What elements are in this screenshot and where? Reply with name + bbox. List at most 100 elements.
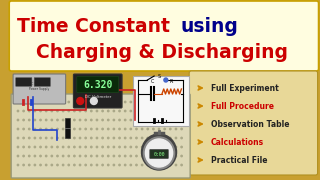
FancyBboxPatch shape	[77, 76, 119, 93]
Circle shape	[158, 155, 160, 157]
Circle shape	[113, 119, 115, 121]
Circle shape	[175, 146, 177, 148]
FancyBboxPatch shape	[189, 71, 318, 175]
Circle shape	[158, 101, 160, 103]
Circle shape	[147, 128, 148, 130]
Circle shape	[130, 155, 132, 157]
Circle shape	[85, 146, 86, 148]
Circle shape	[79, 155, 81, 157]
Circle shape	[68, 146, 69, 148]
Circle shape	[102, 164, 103, 166]
Circle shape	[158, 119, 160, 121]
Circle shape	[40, 119, 41, 121]
Circle shape	[23, 110, 24, 112]
Circle shape	[28, 155, 30, 157]
Circle shape	[158, 164, 160, 166]
Circle shape	[62, 164, 64, 166]
Circle shape	[40, 155, 41, 157]
Circle shape	[34, 155, 36, 157]
Circle shape	[153, 146, 154, 148]
Circle shape	[40, 137, 41, 139]
Circle shape	[96, 146, 98, 148]
Circle shape	[119, 128, 120, 130]
Circle shape	[181, 110, 182, 112]
Circle shape	[164, 164, 165, 166]
Circle shape	[130, 137, 132, 139]
Circle shape	[45, 110, 47, 112]
Circle shape	[170, 110, 171, 112]
Circle shape	[102, 119, 103, 121]
Circle shape	[23, 101, 24, 103]
Circle shape	[96, 164, 98, 166]
FancyBboxPatch shape	[73, 74, 122, 108]
Circle shape	[113, 101, 115, 103]
Circle shape	[57, 146, 58, 148]
Circle shape	[40, 128, 41, 130]
Circle shape	[79, 128, 81, 130]
FancyBboxPatch shape	[133, 76, 189, 126]
Circle shape	[158, 128, 160, 130]
Circle shape	[153, 128, 154, 130]
Text: DC Voltmeter: DC Voltmeter	[84, 95, 111, 99]
Circle shape	[74, 164, 75, 166]
Circle shape	[108, 110, 109, 112]
Circle shape	[113, 164, 115, 166]
FancyBboxPatch shape	[9, 1, 319, 71]
Circle shape	[51, 110, 52, 112]
Circle shape	[17, 155, 19, 157]
Circle shape	[164, 128, 165, 130]
Circle shape	[141, 101, 143, 103]
Text: 6.320: 6.320	[83, 80, 112, 90]
FancyBboxPatch shape	[13, 74, 66, 104]
FancyArrowPatch shape	[198, 158, 202, 162]
Circle shape	[34, 137, 36, 139]
Circle shape	[74, 128, 75, 130]
Circle shape	[68, 155, 69, 157]
Circle shape	[141, 155, 143, 157]
Circle shape	[164, 137, 165, 139]
Circle shape	[68, 164, 69, 166]
Circle shape	[57, 110, 58, 112]
Circle shape	[91, 164, 92, 166]
Text: Charging & Discharging: Charging & Discharging	[36, 42, 288, 62]
Circle shape	[17, 128, 19, 130]
Circle shape	[108, 128, 109, 130]
Circle shape	[23, 146, 24, 148]
Circle shape	[96, 128, 98, 130]
Circle shape	[153, 110, 154, 112]
Circle shape	[136, 110, 137, 112]
Circle shape	[153, 101, 154, 103]
Circle shape	[62, 155, 64, 157]
Circle shape	[79, 164, 81, 166]
Circle shape	[40, 110, 41, 112]
Circle shape	[124, 128, 126, 130]
Circle shape	[79, 137, 81, 139]
Circle shape	[164, 110, 165, 112]
Circle shape	[74, 137, 75, 139]
Circle shape	[143, 137, 175, 169]
FancyArrowPatch shape	[198, 86, 202, 90]
Circle shape	[45, 119, 47, 121]
Circle shape	[74, 155, 75, 157]
Circle shape	[91, 128, 92, 130]
FancyBboxPatch shape	[16, 78, 32, 86]
Circle shape	[158, 146, 160, 148]
FancyBboxPatch shape	[150, 150, 168, 159]
Circle shape	[113, 155, 115, 157]
Circle shape	[23, 128, 24, 130]
Circle shape	[34, 101, 36, 103]
Circle shape	[51, 146, 52, 148]
FancyBboxPatch shape	[8, 0, 320, 180]
Circle shape	[51, 137, 52, 139]
Circle shape	[85, 155, 86, 157]
Circle shape	[141, 164, 143, 166]
Circle shape	[45, 146, 47, 148]
Circle shape	[119, 119, 120, 121]
Circle shape	[91, 110, 92, 112]
Circle shape	[62, 146, 64, 148]
Circle shape	[113, 110, 115, 112]
Circle shape	[141, 137, 143, 139]
Circle shape	[28, 101, 30, 103]
Circle shape	[68, 128, 69, 130]
Circle shape	[130, 164, 132, 166]
